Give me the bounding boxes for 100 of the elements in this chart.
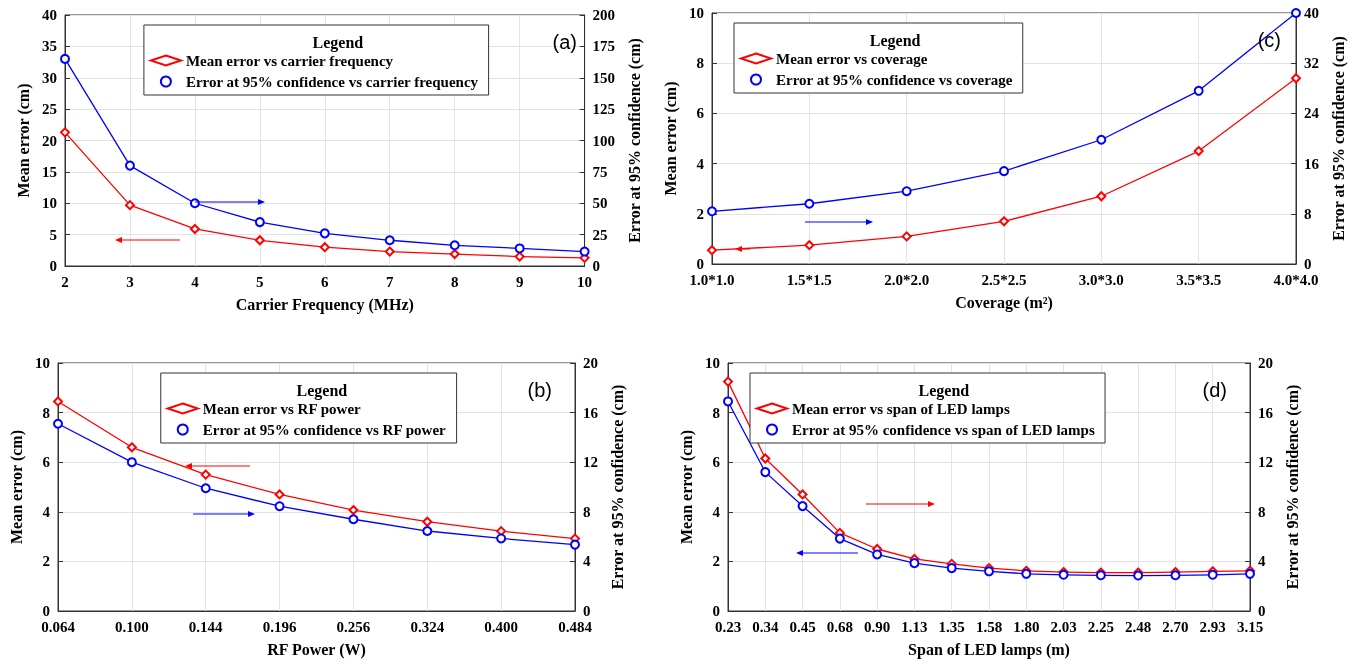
- y-axis-title: Mean error (cm): [7, 429, 26, 545]
- legend-label: Mean error vs carrier frequency: [185, 52, 394, 69]
- y2-tick-label: 150: [592, 69, 616, 86]
- x-tick-label: 3: [126, 273, 134, 290]
- x-tick-label: 2: [61, 273, 69, 290]
- y-tick-label: 5: [49, 226, 57, 243]
- x-tick-label: 0.144: [188, 618, 224, 635]
- y2-tick-label: 16: [1304, 155, 1320, 172]
- x-tick-label: 2.25: [1087, 618, 1114, 635]
- y2-tick-label: 4: [583, 553, 591, 570]
- y-tick-label: 0: [42, 603, 50, 619]
- y2-tick-label: 16: [1258, 404, 1274, 421]
- x-tick-label: 1.13: [901, 618, 928, 635]
- x-tick-label: 5: [256, 273, 264, 290]
- y-tick-label: 8: [712, 404, 720, 421]
- legend-title: Legend: [296, 381, 348, 400]
- y-tick-label: 4: [712, 503, 721, 520]
- y-tick-label: 40: [42, 7, 57, 23]
- legend-label: Mean error vs RF power: [202, 400, 362, 417]
- x-axis-title: Coverage (m²): [955, 293, 1053, 312]
- x-axis-title: RF Power (W): [267, 640, 366, 659]
- x-tick-label: 3.0*3.0: [1078, 271, 1124, 288]
- y-tick-label: 30: [42, 69, 57, 86]
- y-axis-title: Mean error (cm): [14, 83, 33, 198]
- x-axis-title: Carrier Frequency (MHz): [235, 295, 414, 314]
- y2-tick-label: 20: [583, 355, 598, 371]
- y2-tick-label: 125: [592, 101, 616, 118]
- annotation: (a): [552, 31, 578, 53]
- x-tick-label: 0.400: [484, 618, 519, 635]
- y2-tick-label: 4: [1258, 553, 1266, 570]
- y-tick-label: 2: [696, 205, 704, 222]
- y2-tick-label: 0: [583, 603, 591, 619]
- y-tick-label: 2: [42, 553, 50, 570]
- y-axis-title: Mean error (cm): [661, 81, 680, 196]
- legend-title: Legend: [918, 381, 970, 400]
- x-tick-label: 0.45: [789, 618, 816, 635]
- y-tick-label: 10: [689, 5, 704, 21]
- y2-tick-label: 75: [592, 163, 608, 180]
- x-tick-label: 4.0*4.0: [1273, 271, 1319, 288]
- x-tick-label: 0.90: [864, 618, 891, 635]
- y2-tick-label: 0: [1304, 256, 1312, 272]
- x-tick-label: 2.0*2.0: [884, 271, 930, 288]
- y2-tick-label: 24: [1304, 105, 1320, 122]
- x-tick-label: 1.0*1.0: [689, 271, 735, 288]
- x-tick-label: 0.68: [826, 618, 853, 635]
- y2-tick-label: 200: [592, 7, 616, 23]
- y2-tick-label: 25: [592, 226, 608, 243]
- y2-tick-label: 8: [1258, 503, 1266, 520]
- y2-axis-title: Error at 95% confidence (cm): [1283, 384, 1302, 590]
- y2-tick-label: 8: [583, 503, 591, 520]
- x-tick-label: 3.5*3.5: [1176, 271, 1222, 288]
- y-tick-label: 6: [712, 454, 721, 471]
- y2-tick-label: 16: [583, 404, 599, 421]
- x-tick-label: 1.35: [938, 618, 965, 635]
- x-tick-label: 2.03: [1050, 618, 1077, 635]
- x-tick-label: 8: [450, 273, 459, 290]
- y2-tick-label: 20: [1258, 355, 1273, 371]
- x-tick-label: 3.15: [1236, 618, 1264, 635]
- x-tick-label: 9: [515, 273, 524, 290]
- x-tick-label: 0.064: [41, 618, 76, 635]
- y-tick-label: 10: [42, 195, 57, 212]
- y2-axis-title: Error at 95% confidence (cm): [625, 38, 644, 243]
- y-tick-label: 15: [42, 163, 57, 180]
- y-tick-label: 0: [49, 258, 57, 274]
- y2-tick-label: 8: [1304, 205, 1312, 222]
- y-tick-label: 10: [705, 355, 720, 371]
- y2-tick-label: 12: [583, 454, 598, 471]
- legend-label: Error at 95% confidence vs span of LED lamps: [792, 421, 1095, 438]
- x-tick-label: 1.5*1.5: [786, 271, 832, 288]
- y-tick-label: 8: [42, 404, 50, 421]
- x-axis-title: Span of LED lamps (m): [908, 640, 1070, 659]
- legend-label: Error at 95% confidence vs carrier frequency: [185, 73, 479, 90]
- y-tick-label: 6: [42, 454, 51, 471]
- y-tick-label: 35: [42, 38, 57, 55]
- y-tick-label: 4: [42, 503, 51, 520]
- y-tick-label: 10: [35, 355, 50, 371]
- annotation: (c): [1257, 29, 1282, 51]
- x-tick-label: 0.256: [336, 618, 371, 635]
- legend-title: Legend: [869, 31, 921, 50]
- y2-tick-label: 0: [1258, 603, 1266, 619]
- y2-axis-title: Error at 95% confidence (cm): [608, 384, 627, 590]
- legend-title: Legend: [312, 33, 364, 52]
- x-tick-label: 2.48: [1125, 618, 1152, 635]
- x-tick-label: 0.100: [114, 618, 149, 635]
- x-tick-label: 10: [577, 273, 593, 290]
- y2-tick-label: 12: [1258, 454, 1273, 471]
- x-tick-label: 0.23: [714, 618, 742, 635]
- y2-tick-label: 32: [1304, 55, 1319, 72]
- x-tick-label: 1.80: [1013, 618, 1040, 635]
- x-tick-label: 7: [386, 273, 394, 290]
- x-tick-label: 6: [321, 273, 330, 290]
- y2-axis-title: Error at 95% confidence (cm): [1329, 36, 1348, 241]
- y-tick-label: 4: [696, 155, 705, 172]
- x-tick-label: 2.5*2.5: [981, 271, 1027, 288]
- y-tick-label: 2: [712, 553, 720, 570]
- y-tick-label: 0: [696, 256, 704, 272]
- y-tick-label: 25: [42, 101, 57, 118]
- y2-tick-label: 40: [1304, 5, 1319, 21]
- annotation: (d): [1202, 379, 1228, 401]
- y2-tick-label: 0: [592, 258, 601, 274]
